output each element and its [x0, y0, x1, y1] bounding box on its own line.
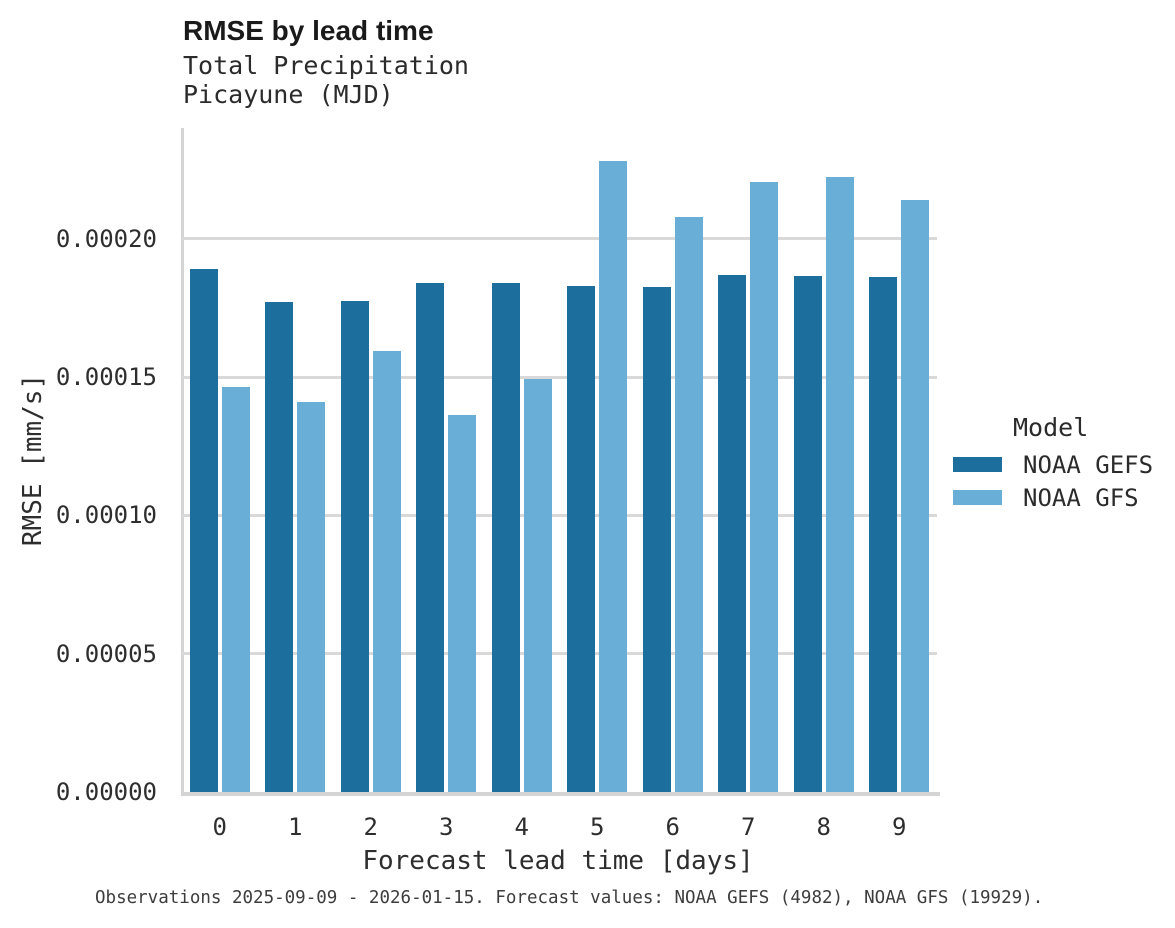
y-axis-spine	[181, 128, 184, 796]
x-axis-title: Forecast lead time [days]	[362, 846, 754, 876]
x-tick-label: 7	[741, 813, 756, 841]
legend-item-label: NOAA GEFS	[1023, 450, 1154, 479]
x-tick-label: 4	[514, 813, 529, 841]
x-tick-label: 3	[439, 813, 454, 841]
gridline	[182, 652, 937, 656]
legend-item: NOAA GFS	[953, 481, 1153, 514]
legend-title: Model	[1013, 413, 1089, 442]
bar-noaa-gefs-day-8	[793, 275, 822, 792]
x-axis-spine	[181, 792, 940, 796]
bar-noaa-gefs-day-2	[340, 300, 369, 792]
y-tick-label: 0.00005	[55, 639, 157, 668]
bar-noaa-gfs-day-8	[825, 176, 854, 792]
x-tick-label: 8	[816, 813, 831, 841]
legend: Model NOAA GEFS NOAA GFS	[953, 413, 1153, 514]
x-tick-label: 1	[288, 813, 303, 841]
bar-noaa-gefs-day-4	[491, 282, 520, 792]
legend-items: NOAA GEFS NOAA GFS	[953, 448, 1153, 514]
legend-item-label: NOAA GFS	[1023, 483, 1139, 512]
bar-noaa-gfs-day-4	[523, 379, 552, 792]
plot-area	[182, 128, 937, 792]
chart-title: RMSE by lead time	[183, 15, 434, 46]
chart-subtitle: Total Precipitation Picayune (MJD)	[183, 51, 469, 109]
gridline	[182, 375, 937, 379]
bar-noaa-gefs-day-7	[718, 274, 747, 792]
y-tick-label: 0.00000	[55, 778, 157, 806]
bar-noaa-gfs-day-0	[221, 386, 250, 792]
y-tick-label: 0.00010	[55, 501, 157, 530]
bar-noaa-gfs-day-1	[297, 401, 326, 792]
bar-noaa-gfs-day-2	[372, 351, 401, 792]
gridline	[182, 237, 937, 241]
bar-noaa-gfs-day-7	[750, 181, 779, 792]
bar-noaa-gfs-day-5	[599, 161, 628, 792]
bar-noaa-gfs-day-9	[901, 199, 930, 792]
chart-subtitle-variable: Total Precipitation	[183, 51, 469, 80]
bar-noaa-gfs-day-6	[674, 216, 703, 792]
x-tick-label: 2	[363, 813, 378, 841]
legend-swatch-icon	[953, 457, 1002, 472]
footer-caption: Observations 2025-09-09 - 2026-01-15. Fo…	[95, 888, 1044, 908]
bar-noaa-gefs-day-5	[567, 285, 596, 792]
x-tick-label: 5	[590, 813, 605, 841]
bar-noaa-gefs-day-9	[869, 276, 898, 792]
chart-subtitle-location: Picayune (MJD)	[183, 80, 394, 109]
y-tick-label: 0.00015	[55, 363, 157, 391]
x-tick-label: 9	[892, 813, 907, 841]
gridline	[182, 513, 937, 517]
bar-noaa-gefs-day-6	[642, 286, 671, 792]
bar-noaa-gefs-day-3	[416, 283, 445, 792]
x-tick-label: 6	[665, 813, 680, 841]
bar-noaa-gefs-day-1	[265, 301, 294, 792]
legend-item: NOAA GEFS	[953, 448, 1153, 481]
bar-noaa-gefs-day-0	[189, 268, 218, 792]
y-axis-title: RMSE [mm/s]	[18, 373, 48, 547]
y-tick-label: 0.00020	[55, 224, 157, 253]
legend-swatch-icon	[953, 490, 1002, 505]
bar-noaa-gfs-day-3	[448, 414, 477, 792]
x-tick-label: 0	[212, 813, 227, 841]
